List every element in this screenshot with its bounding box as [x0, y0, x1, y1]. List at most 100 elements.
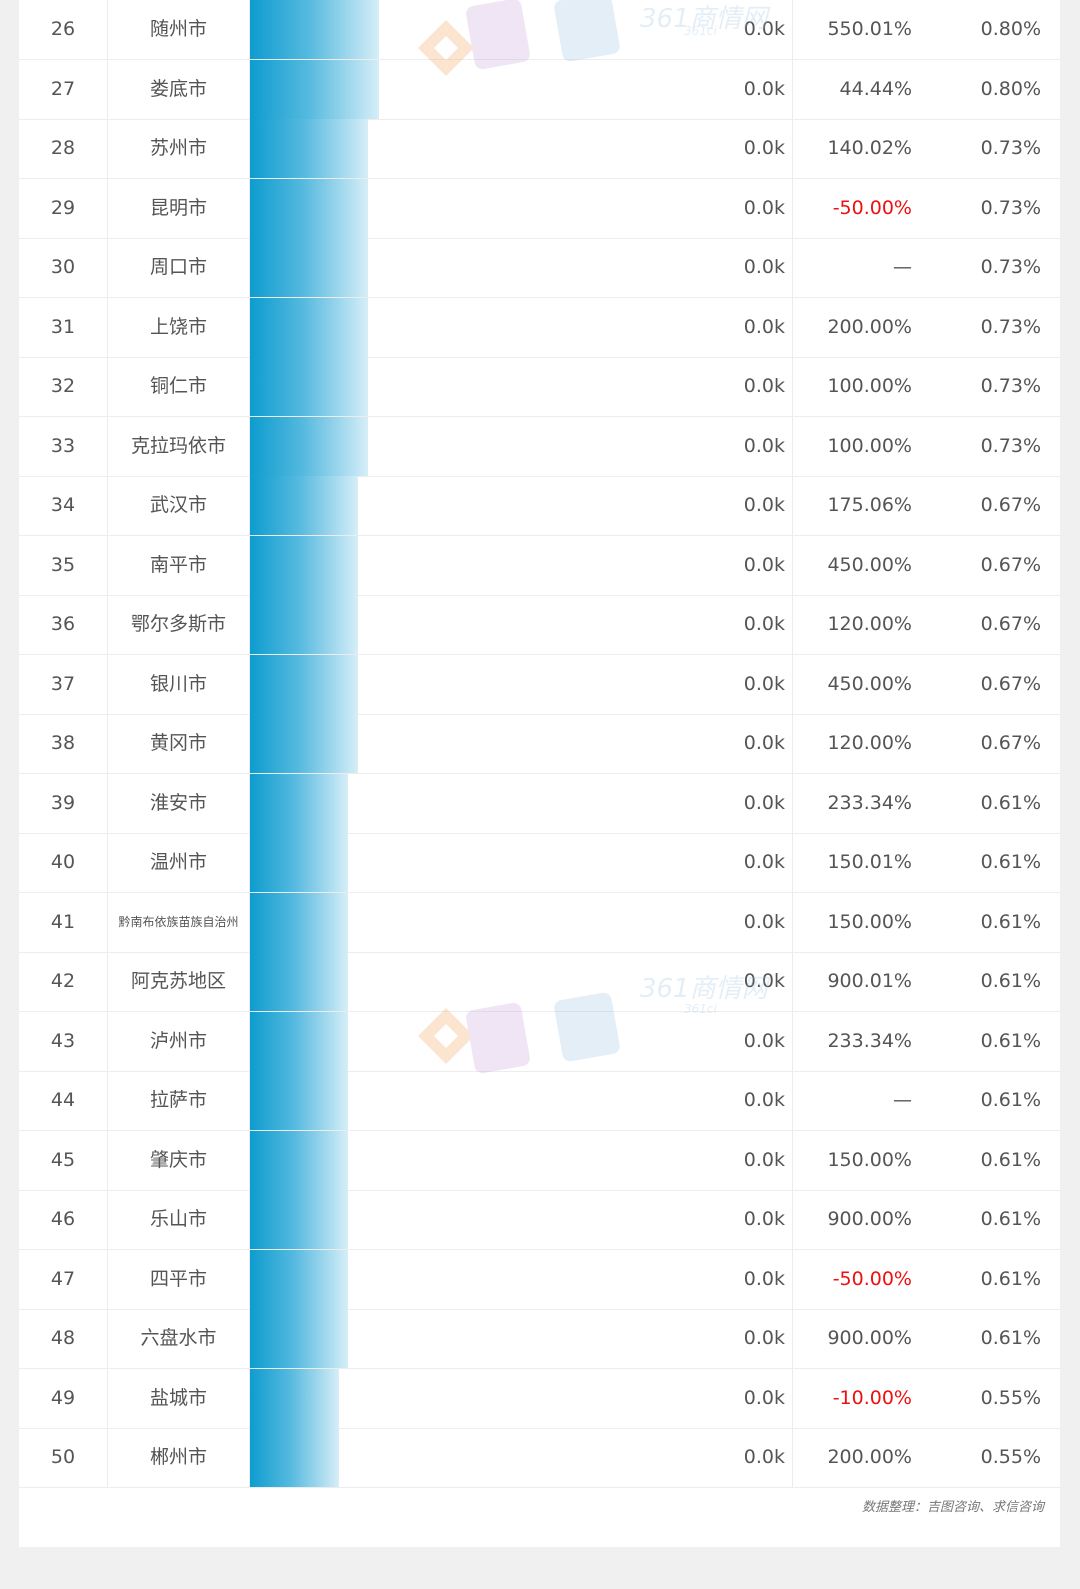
rank-cell: 40 — [19, 833, 108, 892]
rank-cell: 43 — [19, 1011, 108, 1071]
share-bar — [250, 178, 368, 238]
rank-cell: 45 — [19, 1130, 108, 1190]
value-cell: 0.0k — [743, 196, 785, 219]
value-cell: 0.0k — [743, 375, 785, 397]
column-divider — [792, 416, 793, 476]
rank-cell: 30 — [19, 238, 108, 297]
growth-cell: 900.00% — [827, 1208, 912, 1230]
growth-cell: 150.01% — [827, 851, 912, 873]
rank-cell: 28 — [19, 119, 108, 178]
column-divider — [792, 1130, 793, 1190]
table-row: 29 昆明市 0.0k -50.00% 0.73% — [19, 178, 1060, 239]
data-source-note: 数据整理：吉图咨询、求信咨询 — [861, 1500, 1044, 1515]
value-cell: 0.0k — [743, 1267, 785, 1290]
value-cell: 0.0k — [743, 1029, 785, 1052]
table-row: 42 阿克苏地区 0.0k 900.01% 0.61% — [19, 952, 1060, 1012]
city-cell: 昆明市 — [108, 178, 250, 238]
value-cell: 0.0k — [743, 1327, 785, 1349]
table-row: 44 拉萨市 0.0k — 0.61% — [19, 1071, 1060, 1131]
rank-cell: 49 — [19, 1368, 108, 1428]
city-cell: 周口市 — [108, 238, 250, 297]
share-bar — [250, 1309, 348, 1368]
table-row: 46 乐山市 0.0k 900.00% 0.61% — [19, 1190, 1060, 1250]
column-divider — [792, 1309, 793, 1368]
growth-cell: 450.00% — [827, 672, 912, 695]
growth-cell: 44.44% — [839, 77, 912, 100]
share-cell: 0.61% — [980, 1327, 1041, 1349]
column-divider — [792, 476, 793, 535]
share-bar — [250, 416, 368, 476]
table-row: 28 苏州市 0.0k 140.02% 0.73% — [19, 119, 1060, 179]
growth-cell: 550.01% — [827, 18, 912, 40]
column-divider — [792, 773, 793, 833]
share-cell: 0.61% — [980, 1029, 1041, 1052]
value-cell: 0.0k — [743, 77, 785, 100]
table-row: 32 铜仁市 0.0k 100.00% 0.73% — [19, 357, 1060, 417]
rank-cell: 42 — [19, 952, 108, 1011]
value-cell: 0.0k — [743, 256, 785, 278]
column-divider — [792, 952, 793, 1011]
share-cell: 0.61% — [980, 1148, 1041, 1171]
share-bar — [250, 357, 368, 416]
value-cell: 0.0k — [743, 1089, 785, 1111]
city-cell: 铜仁市 — [108, 357, 250, 416]
share-cell: 0.73% — [980, 256, 1041, 278]
share-cell: 0.80% — [980, 77, 1041, 100]
table-row: 31 上饶市 0.0k 200.00% 0.73% — [19, 297, 1060, 358]
value-cell: 0.0k — [743, 494, 785, 516]
share-bar — [250, 773, 348, 833]
column-divider — [792, 892, 793, 952]
table-row: 40 温州市 0.0k 150.01% 0.61% — [19, 833, 1060, 893]
rank-cell: 32 — [19, 357, 108, 416]
rank-cell: 50 — [19, 1428, 108, 1487]
value-cell: 0.0k — [743, 1208, 785, 1230]
table-row: 26 随州市 0.0k 550.01% 0.80% — [19, 0, 1060, 60]
column-divider — [792, 0, 793, 59]
rank-cell: 36 — [19, 595, 108, 654]
table-row: 45 肇庆市 0.0k 150.00% 0.61% — [19, 1130, 1060, 1191]
growth-cell: 175.06% — [827, 494, 912, 516]
growth-cell: 100.00% — [827, 375, 912, 397]
city-cell: 黔南布依族苗族自治州 — [108, 892, 250, 952]
column-divider — [792, 59, 793, 119]
value-cell: 0.0k — [743, 851, 785, 873]
share-bar — [250, 1011, 348, 1071]
growth-cell: -10.00% — [832, 1386, 912, 1409]
value-cell: 0.0k — [743, 910, 785, 933]
growth-cell: 120.00% — [827, 613, 912, 635]
table-row: 43 泸州市 0.0k 233.34% 0.61% — [19, 1011, 1060, 1072]
share-bar — [250, 892, 348, 952]
city-cell: 四平市 — [108, 1249, 250, 1309]
city-cell: 武汉市 — [108, 476, 250, 535]
share-cell: 0.67% — [980, 494, 1041, 516]
table-row: 47 四平市 0.0k -50.00% 0.61% — [19, 1249, 1060, 1310]
share-cell: 0.61% — [980, 910, 1041, 933]
share-cell: 0.67% — [980, 732, 1041, 754]
rank-cell: 48 — [19, 1309, 108, 1368]
share-cell: 0.55% — [980, 1386, 1041, 1409]
rank-cell: 38 — [19, 714, 108, 773]
share-cell: 0.61% — [980, 791, 1041, 814]
share-cell: 0.73% — [980, 315, 1041, 338]
city-cell: 乐山市 — [108, 1190, 250, 1249]
share-bar — [250, 595, 358, 654]
table-row: 34 武汉市 0.0k 175.06% 0.67% — [19, 476, 1060, 536]
growth-cell: 900.00% — [827, 1327, 912, 1349]
table-row: 50 郴州市 0.0k 200.00% 0.55% — [19, 1428, 1060, 1488]
column-divider — [792, 119, 793, 178]
city-cell: 黄冈市 — [108, 714, 250, 773]
value-cell: 0.0k — [743, 553, 785, 576]
share-bar — [250, 1130, 348, 1190]
growth-cell: 233.34% — [827, 1029, 912, 1052]
share-cell: 0.67% — [980, 672, 1041, 695]
share-cell: 0.73% — [980, 137, 1041, 159]
rank-cell: 31 — [19, 297, 108, 357]
growth-cell: 900.01% — [827, 970, 912, 992]
column-divider — [792, 535, 793, 595]
city-cell: 肇庆市 — [108, 1130, 250, 1190]
share-bar — [250, 119, 368, 178]
share-cell: 0.73% — [980, 375, 1041, 397]
growth-cell: — — [893, 1089, 912, 1111]
share-bar — [250, 1368, 339, 1428]
growth-cell: 100.00% — [827, 434, 912, 457]
